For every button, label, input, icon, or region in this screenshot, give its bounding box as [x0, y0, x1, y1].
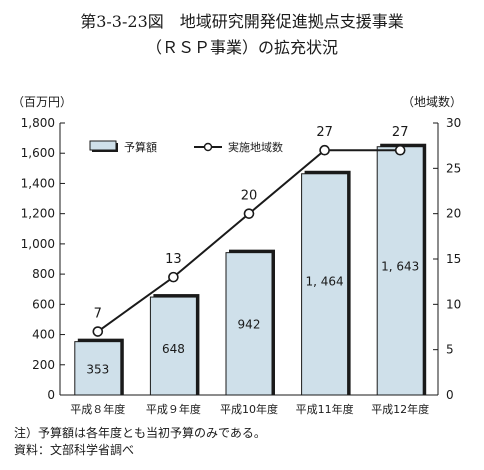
left-axis-tick-label: 800 [32, 267, 55, 281]
left-axis-tick-label: 400 [32, 328, 55, 342]
right-axis-tick-label: 10 [446, 297, 461, 311]
legend-bar-swatch [89, 140, 117, 151]
bar-value-label: 1, 464 [306, 274, 344, 288]
left-axis-tick-label: 1,000 [21, 237, 55, 251]
x-axis-category-label: 平成９年度 [146, 402, 201, 416]
legend-line-label: 実施地域数 [228, 140, 283, 154]
right-axis-tick-label: 20 [446, 207, 461, 221]
legend-line-marker [203, 142, 213, 152]
right-axis-tick-label: 5 [446, 343, 454, 357]
chart-title-line2: （ＲＳＰ事業）の拡充状況 [145, 38, 338, 57]
footnote: 注）予算額は各年度とも当初予算のみである。 [14, 426, 266, 440]
x-axis-category-label: 平成12年度 [371, 402, 429, 416]
left-axis-tick-label: 1,400 [21, 176, 55, 190]
line-point [243, 208, 255, 219]
bar-value-label: 942 [238, 318, 261, 332]
right-axis-unit-label: （地域数） [402, 95, 463, 109]
right-axis-tick-label: 0 [446, 388, 454, 402]
bar [149, 296, 197, 396]
bar-value-label: 648 [162, 342, 185, 356]
line-point [92, 326, 104, 337]
left-axis-tick-label: 0 [47, 388, 55, 402]
line-value-label: 27 [316, 125, 333, 140]
bar-value-label: 353 [86, 362, 109, 376]
x-axis-category-label: 平成10年度 [220, 402, 278, 416]
left-axis-tick-label: 1,200 [21, 207, 55, 221]
line-value-label: 20 [241, 189, 258, 204]
right-axis-tick-label: 25 [446, 161, 461, 175]
bar [301, 173, 349, 396]
bar [74, 341, 122, 396]
line-value-label: 13 [165, 252, 182, 267]
bar [225, 252, 273, 396]
legend-bar-label: 予算額 [124, 140, 157, 154]
right-axis-tick-label: 15 [446, 252, 461, 266]
left-axis-tick-label: 200 [32, 358, 55, 372]
source-note: 資料：文部科学省調べ [14, 443, 135, 457]
left-axis-tick-label: 1,800 [21, 116, 55, 130]
right-axis-tick-label: 30 [446, 116, 461, 130]
x-axis-category-label: 平成11年度 [296, 402, 354, 416]
line-value-label: 7 [94, 307, 102, 322]
left-axis-tick-label: 1,600 [21, 146, 55, 160]
left-axis-tick-label: 600 [32, 297, 55, 311]
bar [376, 146, 424, 396]
line-point [168, 271, 179, 283]
line-point [319, 144, 330, 156]
x-axis-category-label: 平成８年度 [70, 402, 125, 416]
line-point [394, 144, 406, 156]
chart-title-line1: 第3-3-23図 地域研究開発促進拠点支援事業 [80, 12, 404, 31]
line-value-label: 27 [392, 125, 409, 140]
bar-value-label: 1, 643 [381, 259, 419, 273]
left-axis-unit-label: （百万円） [12, 95, 73, 109]
